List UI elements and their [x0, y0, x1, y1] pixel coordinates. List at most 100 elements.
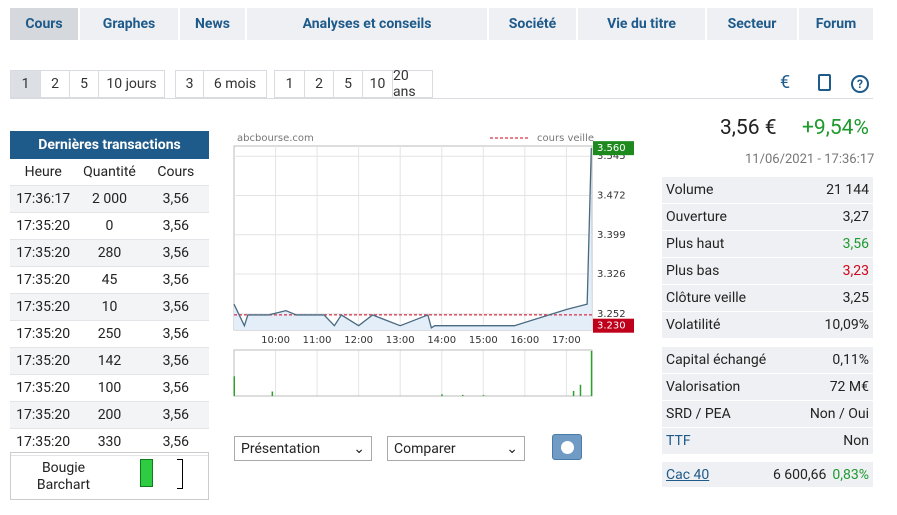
currency-alert-icon[interactable]: € [780, 72, 791, 93]
stat-value: Non [843, 433, 869, 449]
nav-tab[interactable]: Secteur [707, 8, 797, 40]
period-button[interactable]: 2 [40, 70, 70, 98]
stats2: Capital échangé 0,11% Valorisation 72 M€ SRD… [662, 347, 873, 455]
compare-select[interactable]: Comparer ⌄ [387, 436, 525, 461]
portfolio-icon[interactable] [818, 74, 831, 91]
stat-label: Ouverture [666, 209, 727, 225]
volume-bar [233, 376, 235, 396]
chart-style-labels: Bougie Barchart [11, 460, 116, 494]
bar-icon[interactable] [177, 459, 183, 489]
stat-value: 0,11% [832, 352, 869, 368]
x-tick-label: 11:00 [303, 335, 332, 346]
x-tick-label: 17:00 [552, 335, 581, 346]
x-tick-label: 15:00 [469, 335, 498, 346]
period-button[interactable]: 10 jours [98, 70, 165, 98]
cell: 3,56 [162, 434, 189, 450]
table-row: 17:36:17 2 000 3,56 [10, 186, 209, 213]
index-row: Cac 40 6 600,66 0,83% [662, 462, 873, 488]
x-tick-label: 12:00 [344, 335, 373, 346]
cell: 3,56 [162, 299, 189, 315]
nav-tab[interactable]: Forum [799, 8, 873, 40]
transactions-title: Dernières transactions [10, 131, 209, 159]
table-row: 17:35:20 280 3,56 [10, 240, 209, 267]
stat-value: 3,23 [842, 263, 869, 279]
stat-label: Capital échangé [666, 352, 767, 368]
volume-bar [462, 394, 464, 396]
presentation-select[interactable]: Présentation ⌄ [234, 436, 372, 461]
plot-area [233, 145, 593, 331]
price-tag [593, 141, 634, 156]
index-change: 0,83% [832, 466, 869, 483]
nav-tab[interactable]: Graphes [80, 8, 178, 40]
period-button[interactable]: 20 ans [392, 68, 433, 100]
cell: 3,56 [162, 326, 189, 342]
download-button[interactable] [552, 434, 582, 460]
change: +9,54% [802, 116, 869, 140]
volume-area [233, 349, 593, 397]
chart-style-box: Bougie Barchart [10, 452, 209, 500]
x-tick-label: 13:00 [386, 335, 415, 346]
nav-tab[interactable]: News [180, 8, 245, 40]
cell: 142 [97, 353, 122, 369]
volume-bar [482, 395, 485, 396]
stat-label: Valorisation [666, 379, 741, 395]
help-icon[interactable]: ? [851, 75, 869, 93]
price-tag-label: 3.230 [597, 321, 626, 332]
cell: 250 [97, 326, 122, 342]
nav-tab[interactable]: Cours [10, 8, 78, 40]
chevron: ⌄ [353, 440, 365, 457]
cell: 3,56 [162, 380, 189, 396]
chevron: ⌄ [506, 440, 518, 457]
period-button[interactable]: 10 [362, 70, 393, 98]
cell: 2 000 [92, 191, 127, 207]
cell: 3,56 [162, 272, 189, 288]
stat-label: Clôture veille [666, 290, 747, 306]
period-button[interactable]: 6 mois [203, 70, 267, 98]
stat-label: SRD / PEA [666, 406, 731, 422]
nav-tab[interactable]: Analyses et conseils [247, 8, 487, 40]
stat-row: Volatilité 10,09% [662, 312, 873, 339]
legend-label: cours veille [537, 133, 594, 144]
cell: 17:35:20 [16, 272, 71, 288]
cell: 17:35:20 [16, 407, 71, 423]
cell: 17:35:20 [16, 380, 71, 396]
cell: 45 [101, 272, 118, 288]
y-tick-label: 3.399 [597, 230, 626, 241]
cell: 0 [105, 218, 114, 234]
period-button[interactable]: 3 [175, 70, 204, 98]
stat-label: Volume [666, 182, 714, 198]
source: abcbourse.com [237, 133, 314, 144]
candle-icon[interactable] [140, 459, 153, 487]
cell: 3,56 [162, 191, 189, 207]
period-button[interactable]: 2 [304, 70, 334, 98]
x-tick-label: 14:00 [427, 335, 456, 346]
volume-bar [271, 391, 274, 396]
period-button[interactable]: 1 [10, 70, 41, 98]
nav-tab[interactable]: Vie du titre [578, 8, 705, 40]
column-header: Cours [157, 164, 195, 180]
period-button[interactable]: 5 [333, 70, 363, 98]
table-row: 17:35:20 250 3,56 [10, 321, 209, 348]
stat-row: Valorisation 72 M€ [662, 374, 873, 401]
nav-tab[interactable]: Société [489, 8, 576, 40]
stat-label: Plus haut [666, 236, 725, 252]
column-header: Heure [24, 164, 62, 180]
style-option[interactable]: Barchart [36, 477, 91, 493]
stats: Volume 21 144 Ouverture 3,27 Plus haut 3,56 Pl… [662, 177, 873, 339]
period-button[interactable]: 5 [69, 70, 99, 98]
stat-value: 21 144 [826, 182, 869, 198]
cell: 17:35:20 [16, 218, 71, 234]
stat-value: Non / Oui [809, 406, 869, 422]
divider [10, 98, 873, 99]
stat-row: Plus haut 3,56 [662, 231, 873, 258]
y-tick-label: 3.326 [597, 269, 626, 280]
stat-row: TTF Non [662, 428, 873, 455]
cell: 10 [101, 299, 118, 315]
stat-label: Volatilité [666, 317, 721, 333]
style-option[interactable]: Bougie [41, 460, 86, 476]
price-tag [593, 318, 634, 333]
index-name[interactable]: Cac 40 [666, 466, 710, 483]
period-button[interactable]: 1 [274, 70, 305, 98]
transactions-table: Heure Quantité Cours 17:36:17 2 000 3,56 17:35… [10, 159, 209, 456]
